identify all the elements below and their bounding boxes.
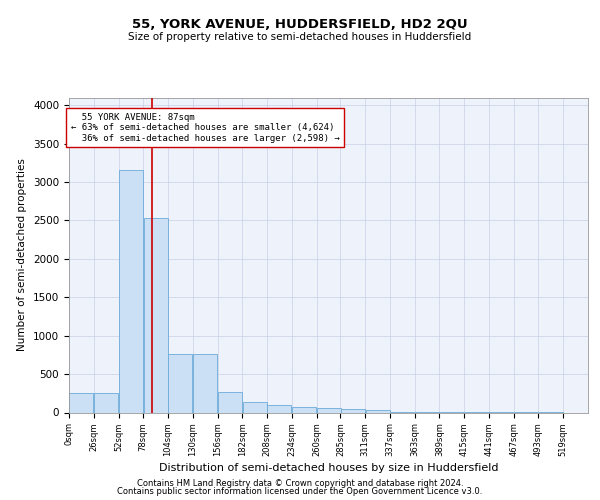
Bar bbox=[70, 394, 94, 412]
Bar bbox=[365, 410, 389, 412]
Text: Contains public sector information licensed under the Open Government Licence v3: Contains public sector information licen… bbox=[118, 487, 482, 496]
Bar bbox=[143, 218, 167, 412]
Bar bbox=[242, 402, 267, 412]
Bar bbox=[94, 394, 118, 412]
Bar bbox=[317, 408, 341, 412]
Y-axis label: Number of semi-detached properties: Number of semi-detached properties bbox=[17, 158, 28, 352]
Bar bbox=[169, 354, 193, 412]
Bar bbox=[341, 408, 365, 412]
Text: Size of property relative to semi-detached houses in Huddersfield: Size of property relative to semi-detach… bbox=[128, 32, 472, 42]
Bar bbox=[268, 405, 292, 412]
Text: 55, YORK AVENUE, HUDDERSFIELD, HD2 2QU: 55, YORK AVENUE, HUDDERSFIELD, HD2 2QU bbox=[132, 18, 468, 30]
Bar bbox=[193, 354, 217, 412]
Text: 55 YORK AVENUE: 87sqm
← 63% of semi-detached houses are smaller (4,624)
  36% of: 55 YORK AVENUE: 87sqm ← 63% of semi-deta… bbox=[71, 113, 340, 142]
X-axis label: Distribution of semi-detached houses by size in Huddersfield: Distribution of semi-detached houses by … bbox=[159, 463, 498, 473]
Bar bbox=[292, 407, 316, 412]
Text: Contains HM Land Registry data © Crown copyright and database right 2024.: Contains HM Land Registry data © Crown c… bbox=[137, 478, 463, 488]
Bar bbox=[119, 170, 143, 412]
Bar bbox=[218, 392, 242, 412]
